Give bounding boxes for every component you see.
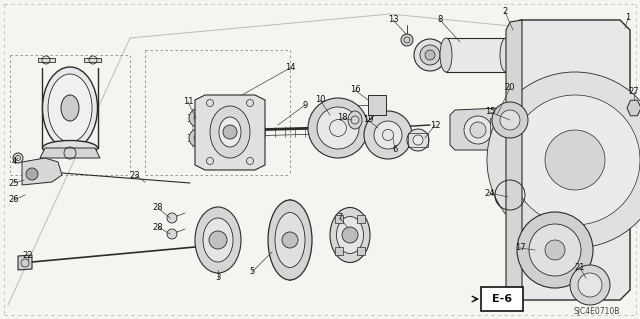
Circle shape (342, 227, 358, 243)
Ellipse shape (420, 45, 440, 65)
Circle shape (545, 130, 605, 190)
Ellipse shape (61, 95, 79, 121)
Circle shape (364, 111, 412, 159)
Text: 6: 6 (392, 145, 397, 154)
Text: 17: 17 (515, 243, 525, 253)
Circle shape (223, 125, 237, 139)
Text: 5: 5 (250, 268, 255, 277)
Polygon shape (18, 255, 32, 270)
Text: 16: 16 (349, 85, 360, 94)
Circle shape (26, 168, 38, 180)
Circle shape (13, 153, 23, 163)
Text: SJC4E0710B: SJC4E0710B (573, 308, 620, 316)
Polygon shape (22, 158, 62, 185)
Bar (446, 38, 506, 72)
Polygon shape (450, 108, 505, 150)
Circle shape (492, 102, 528, 138)
Polygon shape (195, 95, 265, 170)
Text: 22: 22 (23, 250, 33, 259)
Circle shape (545, 240, 565, 260)
Bar (335, 247, 342, 255)
Text: 13: 13 (388, 16, 398, 25)
Ellipse shape (42, 67, 97, 149)
Text: 3: 3 (215, 273, 221, 283)
FancyBboxPatch shape (481, 287, 523, 311)
Text: 7: 7 (337, 213, 342, 222)
Ellipse shape (195, 207, 241, 273)
Bar (335, 215, 342, 223)
Polygon shape (510, 20, 630, 300)
Text: 20: 20 (505, 84, 515, 93)
Ellipse shape (500, 38, 512, 72)
Circle shape (510, 95, 640, 225)
Circle shape (425, 50, 435, 60)
Bar (357, 247, 365, 255)
Text: 27: 27 (628, 87, 639, 97)
Polygon shape (84, 58, 101, 62)
Polygon shape (490, 118, 502, 145)
Text: 28: 28 (153, 204, 163, 212)
Text: 10: 10 (315, 95, 325, 105)
Polygon shape (627, 100, 640, 116)
Circle shape (578, 273, 602, 297)
Circle shape (570, 265, 610, 305)
Text: 23: 23 (130, 170, 140, 180)
Circle shape (167, 229, 177, 239)
Ellipse shape (464, 116, 492, 144)
Text: 18: 18 (337, 114, 348, 122)
Circle shape (209, 231, 227, 249)
Text: 12: 12 (429, 121, 440, 130)
Bar (368, 95, 386, 115)
Circle shape (487, 72, 640, 248)
Ellipse shape (330, 207, 370, 263)
Circle shape (317, 107, 359, 149)
Text: 24: 24 (484, 189, 495, 197)
Circle shape (401, 34, 413, 46)
Text: 21: 21 (575, 263, 585, 272)
Ellipse shape (219, 117, 241, 147)
Ellipse shape (348, 111, 362, 129)
Circle shape (308, 98, 368, 158)
Text: 19: 19 (363, 115, 373, 124)
Circle shape (374, 121, 402, 149)
Bar (408, 133, 428, 147)
Text: E-6: E-6 (492, 294, 512, 304)
Ellipse shape (470, 122, 486, 138)
Circle shape (194, 114, 202, 122)
Circle shape (194, 134, 202, 142)
Polygon shape (506, 20, 522, 300)
Ellipse shape (407, 129, 429, 151)
Text: 26: 26 (9, 196, 19, 204)
Ellipse shape (440, 38, 452, 72)
Text: 4: 4 (12, 158, 17, 167)
Text: 11: 11 (183, 98, 193, 107)
Polygon shape (38, 58, 55, 62)
Text: 15: 15 (484, 108, 495, 116)
Ellipse shape (203, 218, 233, 262)
Ellipse shape (275, 212, 305, 268)
Text: 9: 9 (302, 100, 308, 109)
Text: 28: 28 (153, 222, 163, 232)
Circle shape (189, 109, 207, 127)
Text: 2: 2 (502, 8, 508, 17)
Ellipse shape (42, 140, 97, 155)
Polygon shape (40, 148, 100, 158)
Circle shape (167, 213, 177, 223)
Circle shape (517, 212, 593, 288)
Text: 1: 1 (625, 13, 630, 23)
Text: 25: 25 (9, 179, 19, 188)
Circle shape (500, 110, 520, 130)
Bar (357, 215, 365, 223)
Circle shape (529, 224, 581, 276)
Text: 14: 14 (285, 63, 295, 72)
Circle shape (282, 232, 298, 248)
Ellipse shape (414, 39, 446, 71)
Text: 8: 8 (437, 16, 443, 25)
Ellipse shape (337, 217, 364, 254)
Circle shape (189, 129, 207, 147)
Ellipse shape (48, 74, 92, 142)
Ellipse shape (268, 200, 312, 280)
Ellipse shape (413, 135, 423, 145)
Ellipse shape (210, 106, 250, 158)
